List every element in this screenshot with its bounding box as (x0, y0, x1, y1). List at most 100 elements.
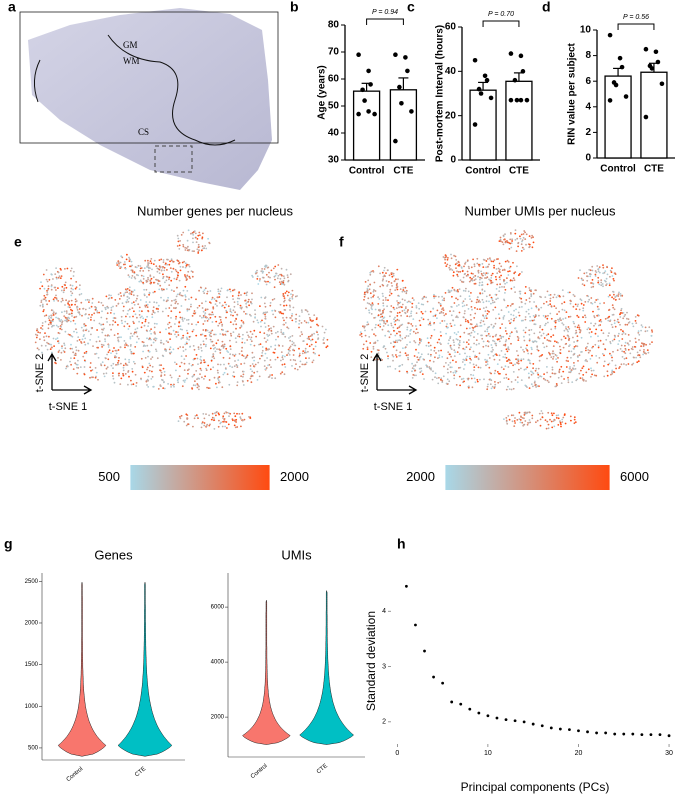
cell-dot (536, 385, 539, 387)
cell-dot (193, 348, 196, 351)
cell-dot (203, 361, 206, 364)
cell-dot (98, 311, 100, 314)
cell-dot (486, 330, 489, 333)
cell-dot (273, 309, 276, 312)
cell-dot (126, 299, 129, 301)
cell-dot (239, 306, 242, 309)
y-tick-label: 30 (328, 155, 340, 166)
cell-dot (64, 330, 67, 333)
cell-dot (238, 353, 241, 355)
cell-dot (506, 422, 509, 425)
cell-dot (133, 271, 136, 273)
cell-dot (446, 323, 448, 325)
cell-dot (469, 298, 471, 300)
cell-dot (523, 335, 525, 338)
cell-dot (78, 339, 81, 341)
cell-dot (40, 327, 42, 329)
cell-dot (509, 265, 512, 268)
cell-dot (556, 360, 558, 363)
cell-dot (363, 291, 366, 294)
cell-dot (241, 346, 244, 349)
cell-dot (470, 292, 472, 294)
cell-dot (52, 298, 55, 301)
cell-dot (186, 414, 189, 416)
cell-dot (182, 231, 185, 234)
cell-dot (491, 297, 493, 300)
cell-dot (384, 347, 387, 350)
cell-dot (531, 319, 534, 322)
cell-dot (450, 366, 453, 369)
cell-dot (549, 418, 551, 421)
cell-dot (250, 302, 253, 305)
cell-dot (133, 303, 136, 306)
cell-dot (470, 359, 472, 361)
cell-dot (363, 298, 365, 301)
cell-dot (385, 272, 387, 274)
cell-dot (596, 298, 599, 301)
cell-dot (131, 370, 134, 373)
cell-dot (160, 296, 162, 299)
y-tick-label: 500 (28, 746, 39, 752)
cell-dot (235, 341, 238, 343)
x-axis-label: Principal components (PCs) (461, 780, 610, 794)
cell-dot (627, 334, 630, 336)
cell-dot (85, 352, 88, 355)
cell-dot (186, 249, 189, 252)
cell-dot (128, 297, 131, 300)
cell-dot (558, 368, 561, 371)
cell-dot (203, 289, 206, 291)
cell-dot (282, 275, 285, 278)
cell-dot (500, 350, 503, 352)
cell-dot (205, 337, 208, 340)
cell-dot (84, 343, 87, 346)
cell-dot (498, 354, 501, 357)
cell-dot (386, 351, 388, 354)
cell-dot (219, 290, 222, 293)
cell-dot (68, 313, 71, 316)
cell-dot (567, 336, 570, 338)
cell-dot (488, 325, 491, 328)
cell-dot (496, 283, 499, 286)
cell-dot (174, 323, 176, 325)
cell-dot (192, 425, 194, 428)
cell-dot (239, 417, 242, 420)
cell-dot (177, 271, 180, 274)
cell-dot (606, 370, 609, 373)
cell-dot (374, 342, 377, 344)
cell-dot (128, 256, 130, 259)
cell-dot (528, 359, 531, 362)
cell-dot (229, 412, 232, 415)
cell-dot (418, 319, 421, 322)
cell-dot (160, 374, 163, 377)
cell-dot (200, 426, 203, 429)
cell-dot (602, 332, 605, 335)
cell-dot (231, 375, 234, 377)
cell-dot (611, 267, 613, 270)
cell-dot (461, 361, 464, 363)
cell-dot (450, 314, 453, 317)
cell-dot (547, 333, 550, 336)
cell-dot (213, 376, 216, 379)
cell-dot (458, 367, 460, 369)
cell-dot (379, 313, 382, 316)
cell-dot (264, 297, 266, 299)
cell-dot (197, 243, 200, 246)
cell-dot (486, 283, 489, 286)
cell-dot (576, 314, 579, 317)
cell-dot (285, 304, 288, 307)
cell-dot (504, 344, 507, 347)
cell-dot (278, 281, 281, 283)
cell-dot (188, 298, 190, 300)
cell-dot (258, 279, 261, 282)
tsne-points (34, 229, 329, 430)
cell-dot (501, 241, 504, 244)
cell-dot (456, 351, 459, 353)
cell-dot (512, 277, 515, 280)
cell-dot (295, 313, 298, 316)
cell-dot (401, 280, 404, 282)
cell-dot (578, 308, 581, 311)
cell-dot (582, 378, 584, 381)
cell-dot (266, 266, 269, 269)
cell-dot (564, 317, 567, 319)
cell-dot (269, 359, 272, 361)
